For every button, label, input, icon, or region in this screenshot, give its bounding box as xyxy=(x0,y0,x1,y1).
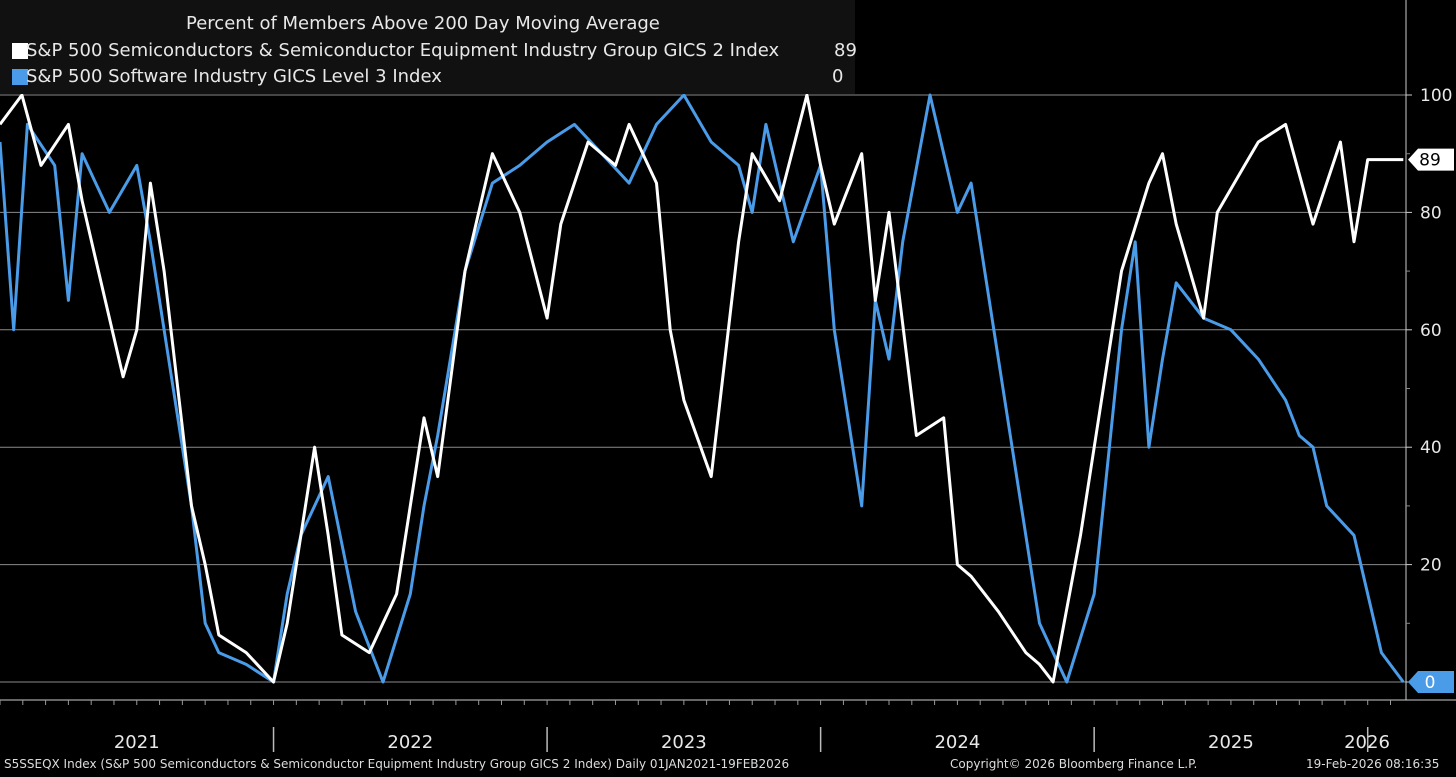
x-tick-label: 2026 xyxy=(1344,732,1390,753)
legend: Percent of Members Above 200 Day Moving … xyxy=(0,0,857,94)
y-axis: 0 20 40 60 80 100 xyxy=(1406,86,1452,693)
badge-software-text: 0 xyxy=(1425,673,1436,693)
gridlines xyxy=(0,94,1406,683)
x-tick-label: 2024 xyxy=(934,732,980,753)
legend-label-semis: S&P 500 Semiconductors & Semiconductor E… xyxy=(26,40,780,61)
x-tick-label: 2022 xyxy=(387,732,433,753)
chart-title: Percent of Members Above 200 Day Moving … xyxy=(186,13,660,34)
x-axis: 2021 2022 2023 2024 2025 2026 xyxy=(0,700,1391,753)
last-value-badges: 89 0 xyxy=(1408,148,1454,693)
footer-timestamp: 19-Feb-2026 08:16:35 xyxy=(1306,757,1440,771)
legend-value-semis: 89 xyxy=(834,40,857,61)
series-line-software xyxy=(0,93,1405,684)
chart-frame xyxy=(0,0,1456,701)
badge-software-shape xyxy=(1408,671,1454,693)
y-tick-label: 80 xyxy=(1420,203,1442,223)
x-tick-label: 2023 xyxy=(661,732,707,753)
series-lines xyxy=(0,93,1405,684)
badge-software: 0 xyxy=(1408,671,1454,693)
footer-ticker-info: S5SSEQX Index (S&P 500 Semiconductors & … xyxy=(4,757,790,771)
legend-label-software: S&P 500 Software Industry GICS Level 3 I… xyxy=(26,66,442,87)
y-tick-label: 20 xyxy=(1420,556,1442,576)
legend-swatch-semis xyxy=(12,43,28,59)
badge-semis-shape xyxy=(1408,148,1454,171)
x-tick-label: 2021 xyxy=(114,732,160,753)
series-line-semis xyxy=(0,93,1404,684)
y-tick-label: 100 xyxy=(1420,86,1452,106)
y-tick-label: 40 xyxy=(1420,438,1442,458)
badge-semis: 89 xyxy=(1408,148,1454,171)
badge-semis-text: 89 xyxy=(1419,151,1441,171)
footer-copyright: Copyright© 2026 Bloomberg Finance L.P. xyxy=(950,757,1198,771)
y-tick-label: 60 xyxy=(1420,321,1442,341)
legend-swatch-software xyxy=(12,69,28,85)
legend-value-software: 0 xyxy=(832,66,844,87)
x-tick-label: 2025 xyxy=(1208,732,1254,753)
